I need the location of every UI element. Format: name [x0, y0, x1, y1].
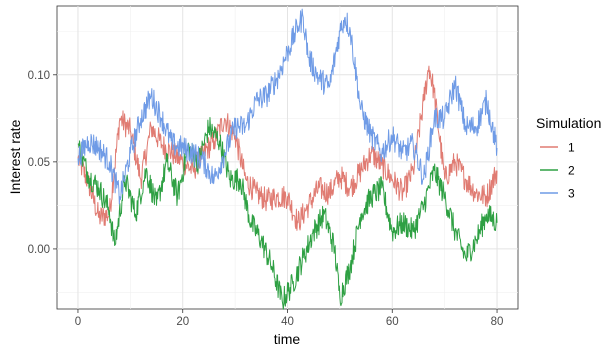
legend-title: Simulation: [536, 115, 601, 131]
legend-label-3: 3: [568, 187, 575, 201]
x-axis-label: time: [274, 331, 301, 347]
x-tick-label: 20: [176, 316, 189, 328]
series-layer: [77, 8, 498, 310]
legend-item-2: 2: [540, 164, 575, 178]
y-axis-label: Interest rate: [7, 119, 23, 194]
legend-items: 1 2 3: [540, 141, 575, 201]
series-line-1: [77, 65, 498, 231]
x-tick-label: 80: [491, 316, 504, 328]
x-tick-label: 40: [281, 316, 294, 328]
legend-item-3: 3: [540, 187, 575, 201]
y-tick-label: 0.05: [28, 157, 50, 169]
series-line-3: [77, 8, 498, 205]
legend: Simulation 1 2 3: [536, 115, 601, 201]
legend-label-2: 2: [568, 164, 575, 178]
y-tick-label: 0.00: [28, 244, 50, 256]
y-tick-label: 0.10: [28, 70, 50, 82]
legend-item-1: 1: [540, 141, 575, 155]
legend-label-1: 1: [568, 141, 575, 155]
series-line-2: [77, 117, 498, 310]
x-tick-label: 60: [386, 316, 399, 328]
x-tick-label: 0: [75, 316, 81, 328]
axes-layer: 0 20 40 60 80 0.00 0.05 0.10: [28, 70, 504, 328]
